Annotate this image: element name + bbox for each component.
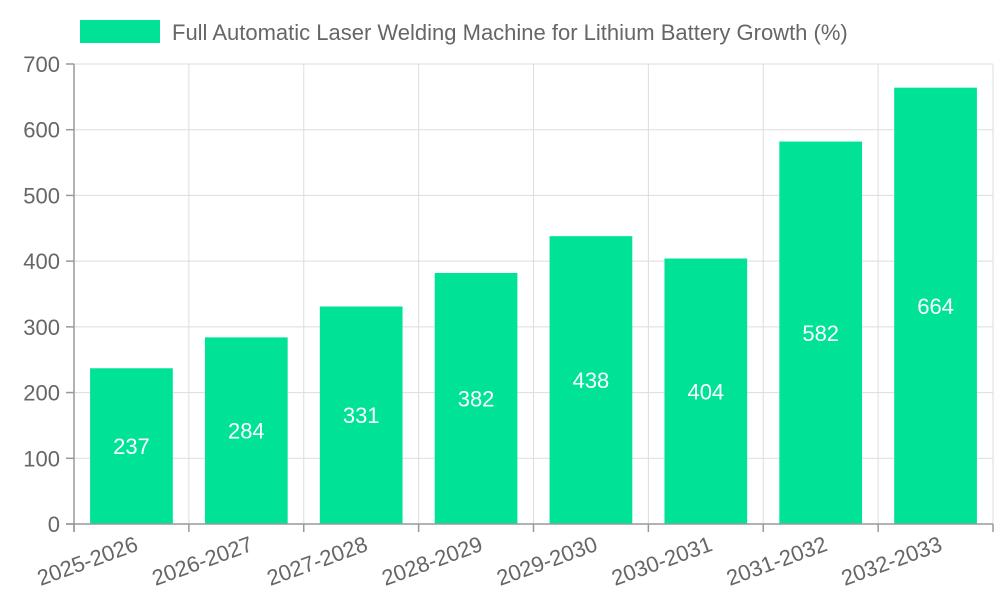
x-tick-label: 2032-2033 [838, 531, 945, 590]
legend-label: Full Automatic Laser Welding Machine for… [172, 20, 848, 45]
data-label: 382 [458, 386, 495, 411]
bar[interactable] [894, 87, 977, 525]
data-label: 237 [113, 434, 150, 459]
data-label: 438 [573, 368, 610, 393]
data-label: 582 [802, 321, 839, 346]
x-tick-label: 2029-2030 [493, 531, 600, 590]
data-label: 404 [687, 379, 724, 404]
data-label: 664 [917, 294, 954, 319]
grid [74, 63, 994, 524]
x-tick-label: 2027-2028 [263, 531, 370, 590]
x-tick-label: 2030-2031 [608, 531, 715, 590]
y-tick-label: 200 [23, 381, 60, 406]
x-tick-label: 2028-2029 [378, 531, 485, 590]
x-tick-label: 2026-2027 [149, 531, 256, 590]
data-label: 284 [228, 419, 265, 444]
bar[interactable] [204, 337, 288, 524]
y-tick-label: 400 [23, 249, 60, 274]
bar[interactable] [549, 236, 633, 524]
y-tick-label: 500 [23, 183, 60, 208]
bar[interactable] [434, 272, 518, 524]
y-tick-label: 100 [23, 446, 60, 471]
y-tick-label: 700 [23, 52, 60, 77]
y-tick-label: 0 [48, 512, 60, 537]
y-tick-label: 600 [23, 118, 60, 143]
y-axis-ticks: 0 100 200 300 400 500 600 700 [23, 52, 74, 537]
bar[interactable] [664, 258, 748, 524]
y-tick-label: 300 [23, 315, 60, 340]
bar[interactable] [319, 306, 403, 524]
bar[interactable] [779, 141, 863, 525]
x-tick-label: 2031-2032 [723, 531, 830, 590]
data-label: 331 [343, 403, 380, 428]
bars: 237 284 331 382 438 404 582 664 [90, 87, 977, 525]
x-tick-label: 2025-2026 [34, 531, 141, 590]
bar[interactable] [90, 368, 173, 524]
x-axis-ticks: 2025-2026 2026-2027 2027-2028 2028-2029 2029… [34, 524, 994, 591]
axes [66, 64, 993, 532]
legend[interactable]: Full Automatic Laser Welding Machine for… [80, 20, 848, 45]
legend-swatch [80, 20, 160, 43]
